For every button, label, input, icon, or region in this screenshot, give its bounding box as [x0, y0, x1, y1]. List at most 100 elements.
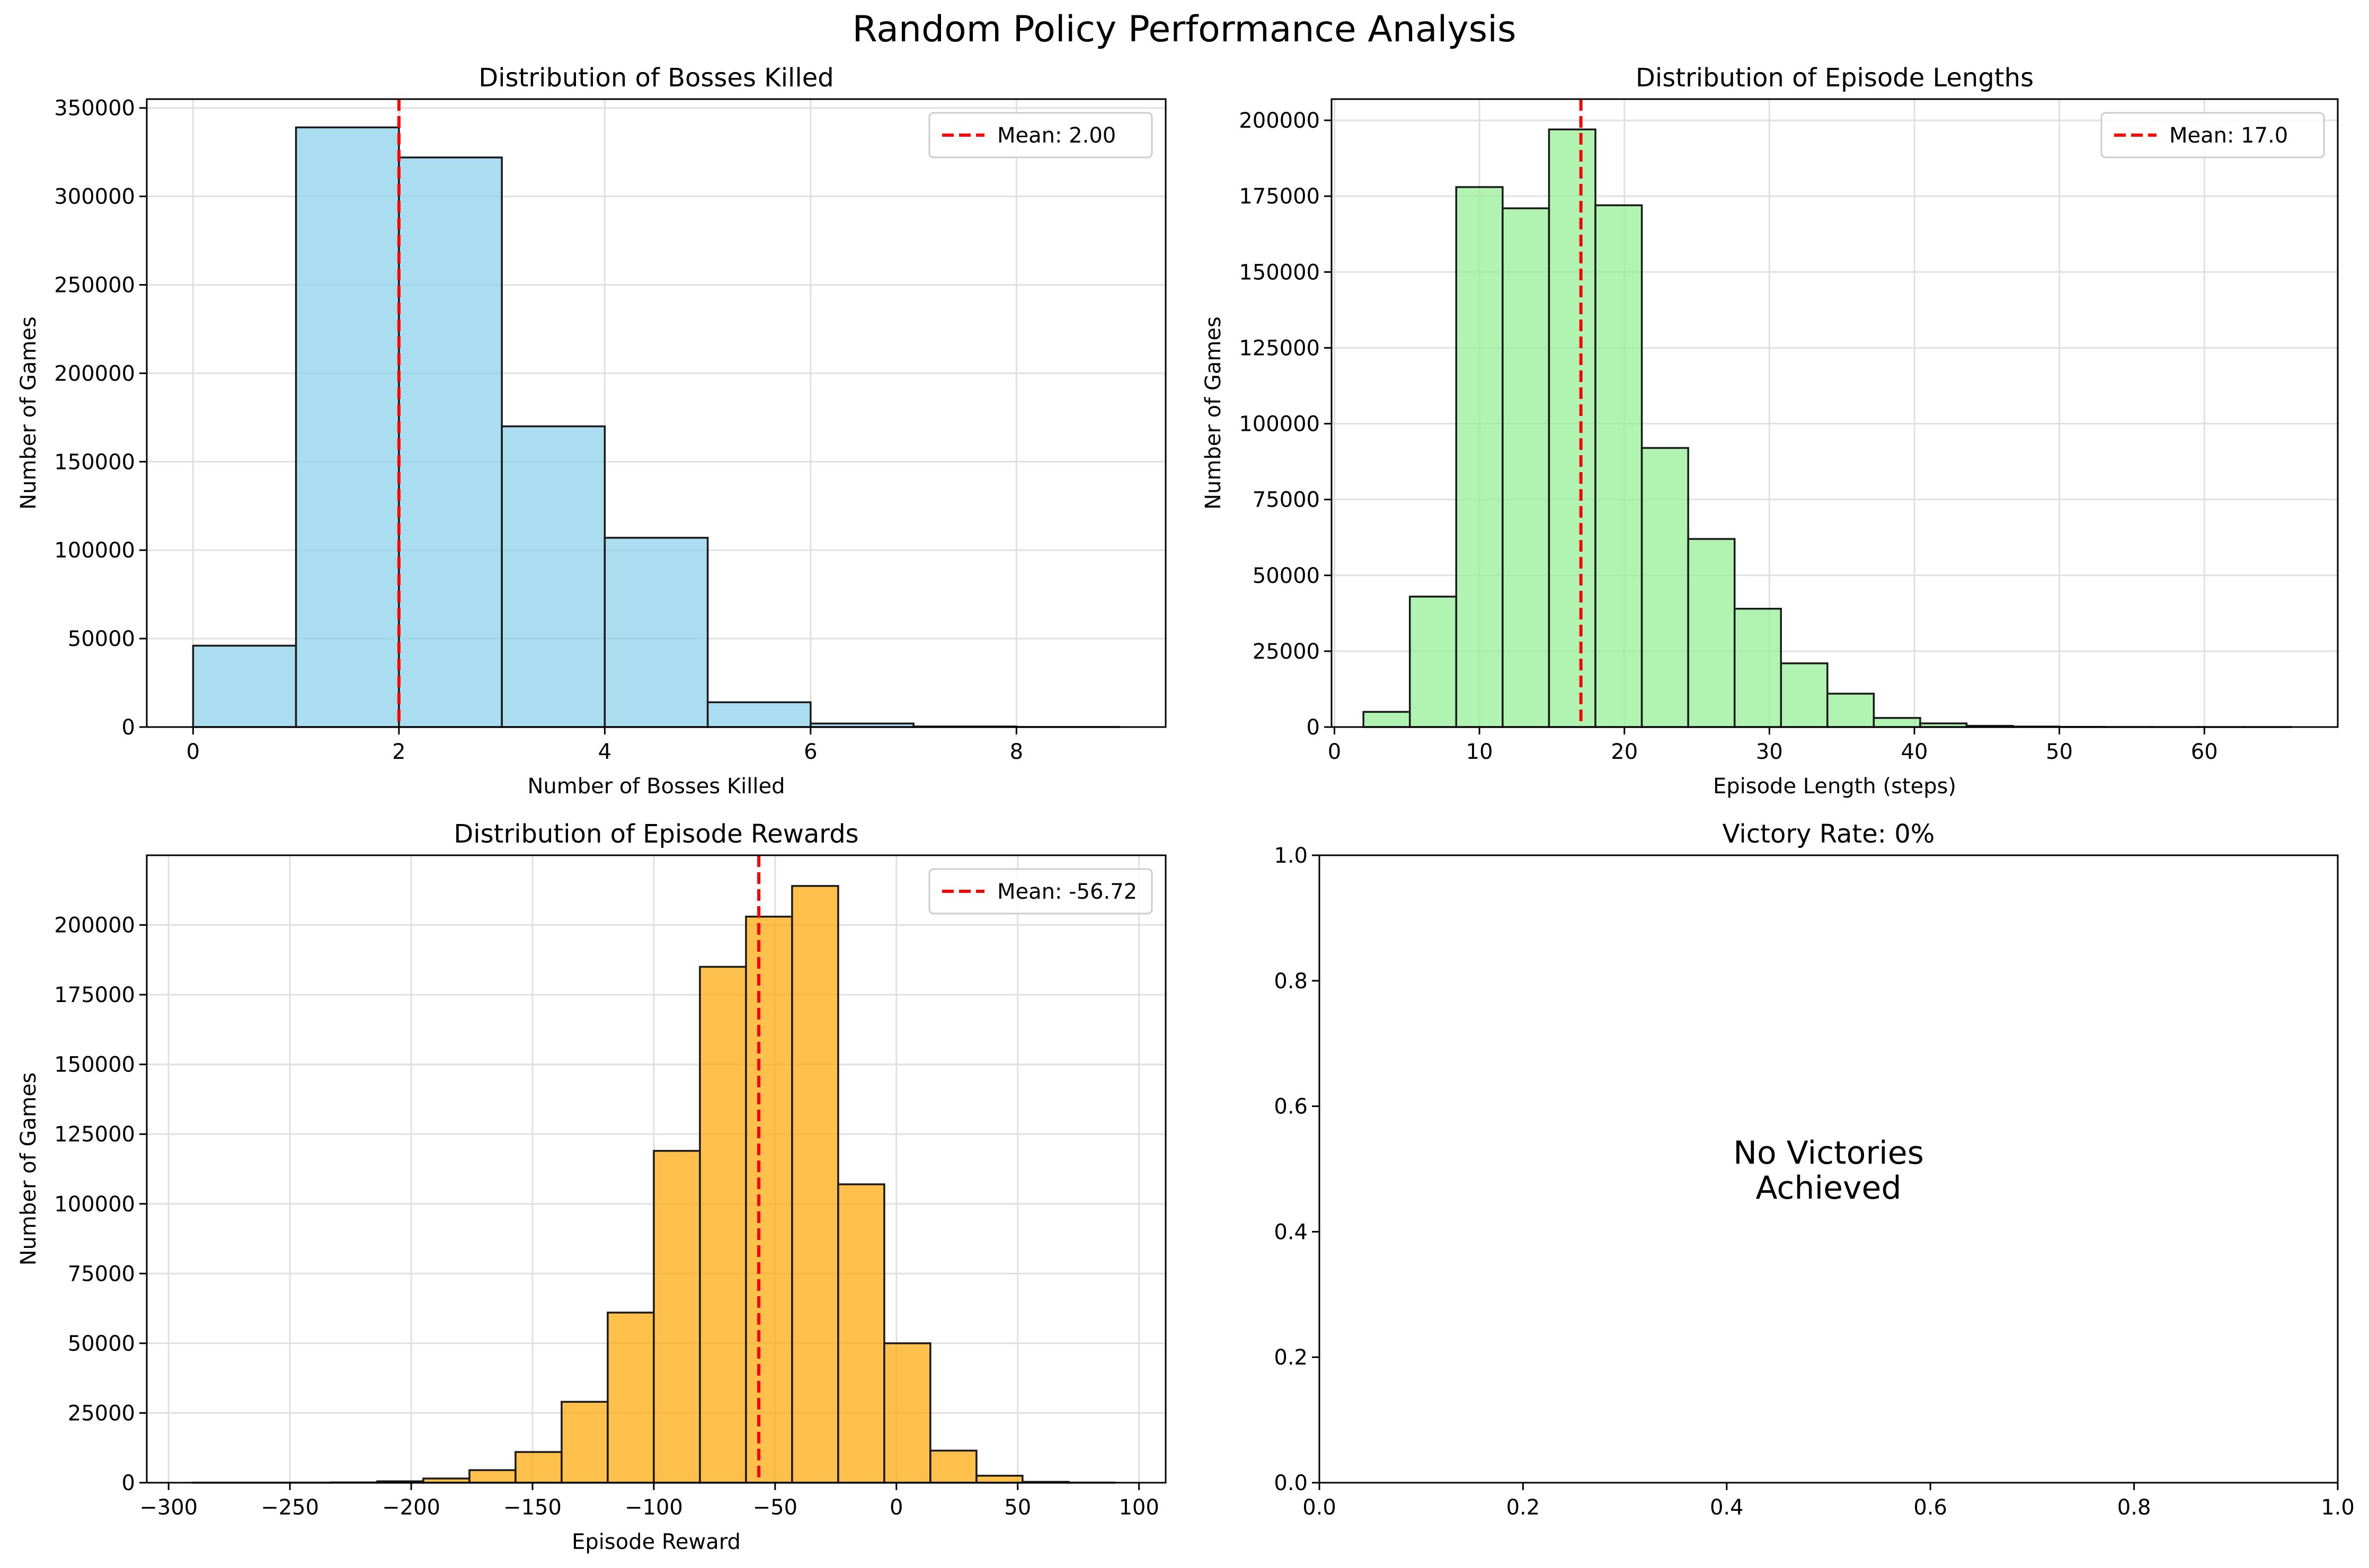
histogram-bar [1410, 597, 1457, 727]
histogram-bar [1363, 712, 1410, 727]
panel-rewards: −300 −250 −200 −150 −100 −50 0 50 100 0 25000 50000… [16, 819, 1166, 1554]
histogram-bar [399, 157, 502, 727]
histogram-bar [1827, 694, 1874, 727]
x-tick-label: 1.0 [2321, 1495, 2355, 1520]
y-tick-label: 125000 [54, 1122, 135, 1147]
panel-victory: 0.0 0.2 0.4 0.6 0.8 1.0 0.0 0.2 0.4 0.6 0.8 1.0 Vict… [1274, 819, 2354, 1520]
y-tick-label: 75000 [1253, 488, 1320, 512]
x-tick-label: 8 [1010, 740, 1023, 764]
histogram-bar [193, 645, 296, 727]
x-axis-label: Episode Reward [572, 1530, 741, 1554]
histogram-bar [562, 1402, 608, 1483]
histogram-bar [608, 1313, 654, 1483]
x-tick-label: 30 [1756, 740, 1783, 764]
x-tick-label: 0.6 [1913, 1495, 1947, 1520]
y-axis-label: Number of Games [1201, 316, 1226, 510]
x-tick-label: −100 [625, 1495, 683, 1520]
no-victories-message: No Victories [1733, 1135, 1924, 1172]
histogram-bar [977, 1476, 1023, 1483]
histogram-bar [1688, 539, 1735, 727]
y-tick-label: 0 [122, 1471, 135, 1495]
histogram-bar [502, 427, 605, 727]
panel-title: Distribution of Episode Rewards [454, 819, 858, 849]
y-tick-label: 100000 [54, 1192, 135, 1217]
histogram-bar [884, 1343, 930, 1483]
histogram-bar [708, 702, 811, 727]
y-axis-label: Number of Games [16, 316, 41, 510]
x-tick-label: 100 [1119, 1495, 1159, 1520]
histogram-bar [1781, 663, 1827, 727]
x-tick-label: 50 [1004, 1495, 1031, 1520]
y-tick-label: 0.4 [1274, 1220, 1308, 1244]
x-tick-label: −200 [382, 1495, 440, 1520]
histogram-bar [792, 886, 838, 1483]
x-tick-label: −50 [753, 1495, 797, 1520]
x-tick-label: 0.4 [1710, 1495, 1744, 1520]
y-tick-label: 1.0 [1274, 844, 1308, 868]
y-tick-label: 300000 [54, 185, 135, 209]
y-axis-label: Number of Games [16, 1073, 41, 1266]
x-axis-label: Number of Bosses Killed [528, 774, 785, 799]
x-axis-label: Episode Length (steps) [1713, 774, 1956, 799]
histogram-bar [1503, 208, 1549, 727]
y-tick-label: 50000 [68, 627, 135, 651]
histogram-bar [654, 1151, 700, 1483]
y-tick-label: 150000 [54, 450, 135, 474]
y-tick-label: 0.6 [1274, 1095, 1308, 1119]
legend-label: Mean: -56.72 [997, 880, 1137, 904]
y-tick-label: 50000 [1253, 564, 1320, 588]
x-tick-label: −300 [139, 1495, 198, 1520]
histogram-bar [1874, 718, 1920, 727]
histogram-bar [1549, 129, 1595, 727]
y-tick-label: 0 [1307, 715, 1320, 740]
x-tick-label: 0 [890, 1495, 903, 1520]
y-tick-label: 200000 [1239, 109, 1320, 133]
no-victories-message: Achieved [1755, 1170, 1901, 1207]
x-tick-label: 0.2 [1506, 1495, 1540, 1520]
histogram-bar [469, 1470, 516, 1483]
y-tick-label: 250000 [54, 273, 135, 297]
y-tick-label: 25000 [68, 1401, 135, 1425]
y-tick-label: 100000 [1239, 412, 1320, 437]
histogram-bar [1456, 187, 1503, 727]
y-tick-label: 75000 [68, 1262, 135, 1286]
y-tick-label: 0.8 [1274, 969, 1308, 994]
y-tick-label: 175000 [54, 983, 135, 1007]
x-tick-label: 0.0 [1302, 1495, 1336, 1520]
histogram-bar [746, 917, 792, 1483]
y-tick-label: 50000 [68, 1332, 135, 1356]
panel-title: Distribution of Bosses Killed [478, 63, 833, 93]
panel-title: Distribution of Episode Lengths [1636, 63, 2034, 93]
histogram-bar [296, 127, 399, 727]
histogram-bar [838, 1184, 884, 1483]
figure-title: Random Policy Performance Analysis [852, 8, 1516, 50]
y-tick-label: 25000 [1253, 640, 1320, 664]
y-tick-label: 150000 [1239, 260, 1320, 285]
y-tick-label: 0 [122, 715, 135, 740]
y-tick-label: 200000 [54, 361, 135, 386]
y-tick-label: 0.2 [1274, 1345, 1308, 1370]
x-tick-label: −150 [503, 1495, 562, 1520]
y-tick-label: 100000 [54, 538, 135, 563]
y-tick-label: 175000 [1239, 184, 1320, 209]
histogram-bar [1595, 205, 1642, 727]
y-tick-label: 200000 [54, 914, 135, 938]
x-tick-label: 50 [2046, 740, 2073, 764]
histogram-bar [1735, 609, 1781, 727]
histogram-bar [516, 1452, 562, 1483]
histogram-bar [700, 967, 746, 1483]
y-tick-label: 0.0 [1274, 1471, 1308, 1495]
legend-label: Mean: 2.00 [997, 123, 1116, 148]
x-tick-label: 4 [598, 740, 611, 764]
panel-title: Victory Rate: 0% [1723, 819, 1935, 849]
x-tick-label: −250 [261, 1495, 319, 1520]
x-tick-label: 6 [804, 740, 817, 764]
x-tick-label: 20 [1611, 740, 1638, 764]
x-tick-label: 10 [1466, 740, 1493, 764]
legend-label: Mean: 17.0 [2169, 123, 2288, 148]
x-tick-label: 0.8 [2117, 1495, 2151, 1520]
y-tick-label: 350000 [54, 96, 135, 121]
